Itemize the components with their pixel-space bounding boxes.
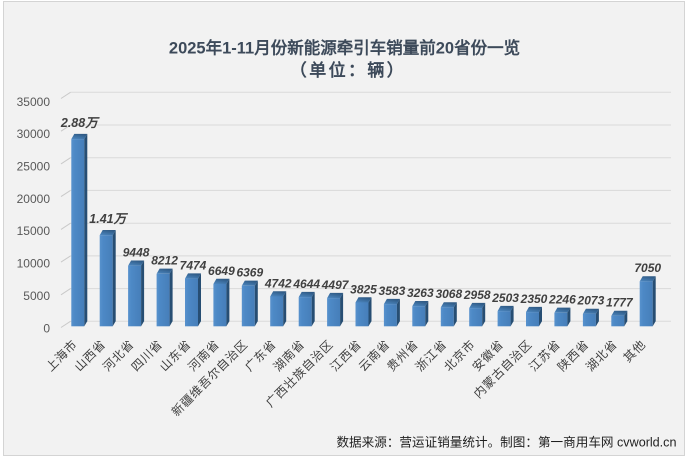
svg-text:6649: 6649: [208, 264, 235, 278]
svg-text:3583: 3583: [379, 284, 406, 298]
svg-text:数据来源：营运证销量统计。制图：第一商用车网 cvworld: 数据来源：营运证销量统计。制图：第一商用车网 cvworld.cn: [336, 436, 676, 450]
svg-text:9448: 9448: [123, 246, 150, 260]
svg-text:30000: 30000: [17, 127, 51, 141]
svg-text:4742: 4742: [264, 276, 292, 290]
svg-text:4497: 4497: [321, 278, 350, 292]
svg-text:20000: 20000: [17, 192, 51, 206]
svg-text:3825: 3825: [350, 282, 377, 296]
svg-text:3068: 3068: [435, 287, 462, 301]
svg-text:8212: 8212: [151, 254, 178, 268]
svg-text:2503: 2503: [491, 291, 519, 305]
svg-text:2246: 2246: [548, 293, 576, 307]
svg-text:15000: 15000: [17, 224, 51, 238]
svg-text:4644: 4644: [292, 277, 320, 291]
svg-text:1.41万: 1.41万: [89, 212, 128, 226]
svg-text:2025年1-11月份新能源牵引车销量前20省份一览: 2025年1-11月份新能源牵引车销量前20省份一览: [169, 38, 520, 58]
svg-text:25000: 25000: [17, 160, 51, 174]
svg-text:1777: 1777: [606, 296, 634, 310]
svg-text:2350: 2350: [520, 292, 548, 306]
svg-text:5000: 5000: [23, 289, 50, 303]
svg-text:0: 0: [43, 321, 50, 335]
svg-text:2958: 2958: [463, 288, 491, 302]
svg-text:6369: 6369: [236, 266, 263, 280]
svg-text:35000: 35000: [17, 95, 51, 109]
svg-text:7050: 7050: [634, 261, 661, 275]
svg-text:2.88万: 2.88万: [60, 116, 100, 130]
svg-text:（单位：辆）: （单位：辆）: [290, 60, 406, 80]
svg-text:7474: 7474: [180, 258, 207, 272]
svg-text:2073: 2073: [577, 294, 605, 308]
svg-text:10000: 10000: [17, 257, 51, 271]
svg-text:3263: 3263: [407, 286, 434, 300]
